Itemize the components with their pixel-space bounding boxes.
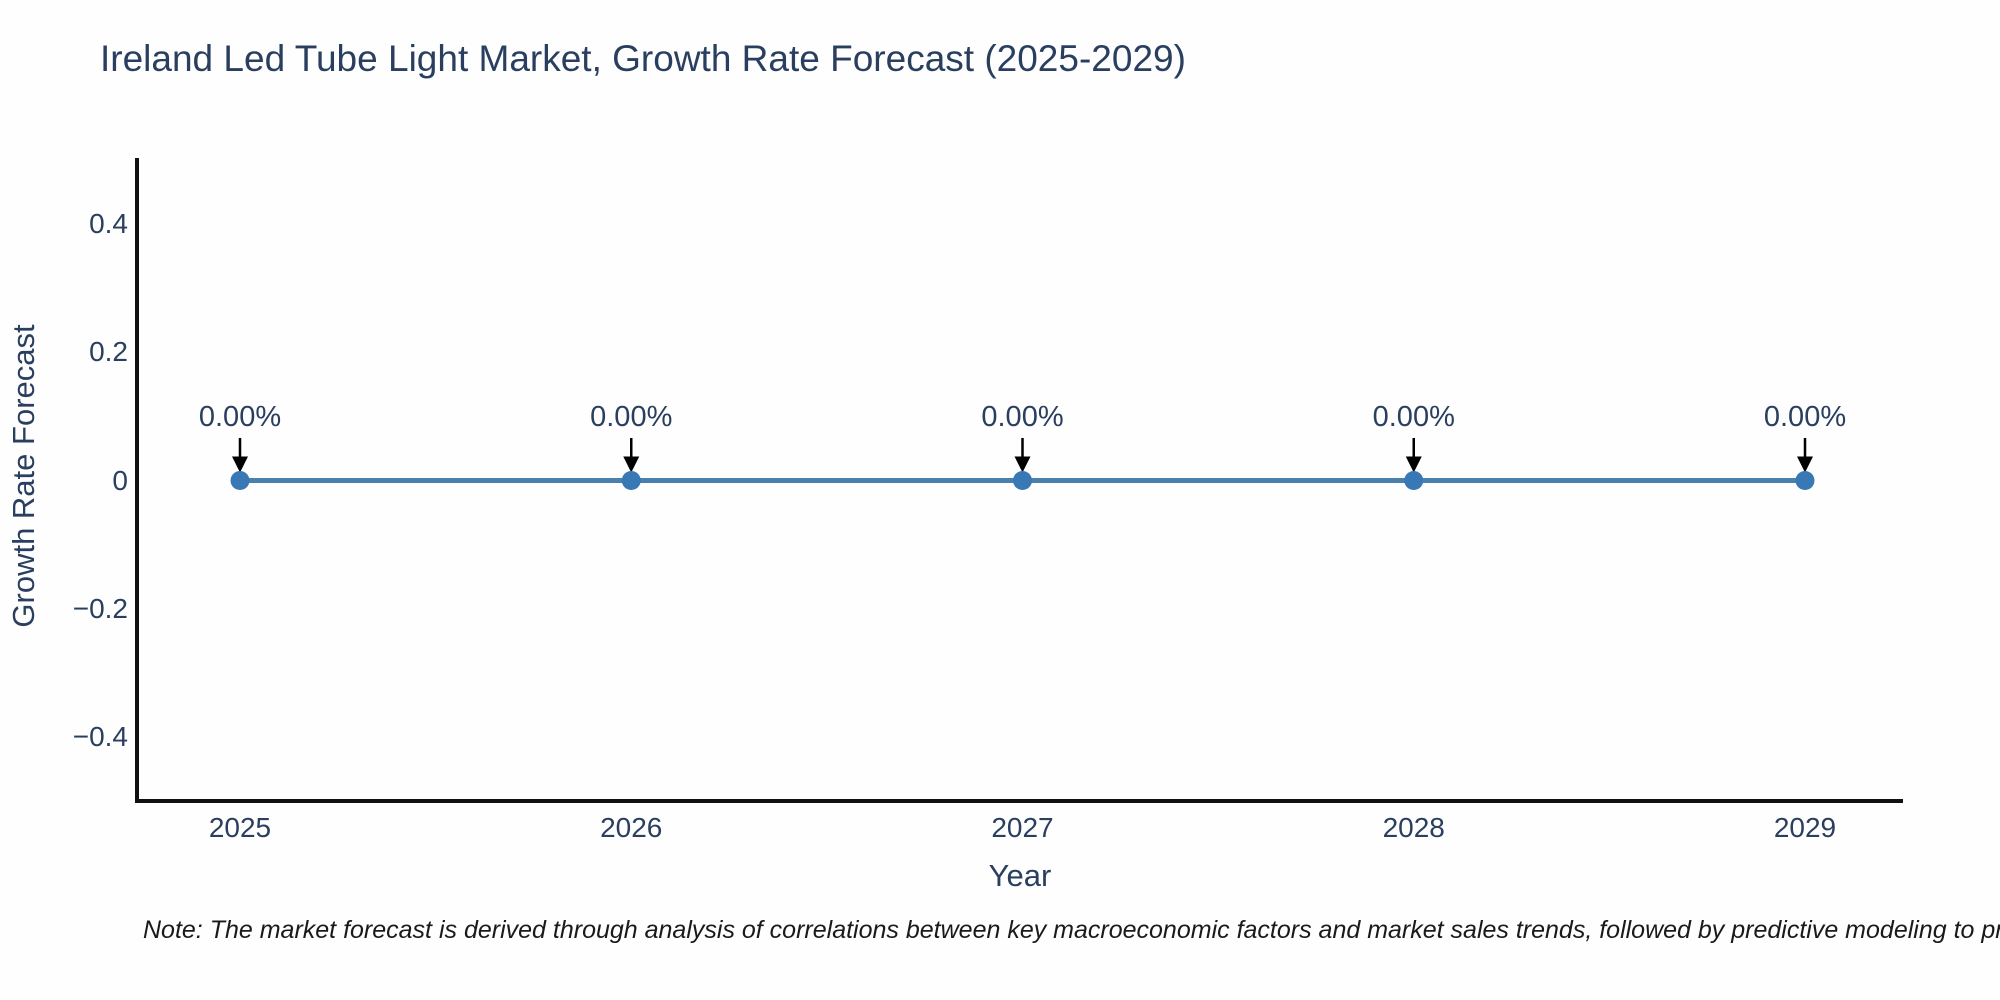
y-tick-label: 0.2 [89,336,128,368]
data-point-marker [621,471,641,490]
point-annotation-label: 0.00% [1372,401,1455,433]
point-annotation-label: 0.00% [981,401,1064,433]
data-point-marker [1013,471,1032,490]
y-tick-label: −0.4 [72,720,128,752]
annotation-arrow-head [1797,456,1813,473]
point-annotation-label: 0.00% [1763,401,1847,433]
point-annotation-label: 0.00% [590,401,673,433]
y-tick-label: 0.4 [89,208,128,240]
y-tick-label: 0 [112,464,128,496]
point-annotation-label: 0.00% [198,401,282,433]
data-point-marker [1404,471,1424,490]
x-tick-label: 2026 [600,812,663,843]
data-point-marker [1795,471,1815,490]
annotation-arrow-head [1014,456,1031,473]
chart-title: Ireland Led Tube Light Market, Growth Ra… [100,38,1186,79]
data-point-marker [230,471,250,490]
x-tick-label: 2029 [1773,812,1837,843]
y-tick-label: −0.2 [72,592,128,624]
x-tick-label: 2028 [1382,812,1445,843]
annotation-arrow-head [623,456,640,473]
x-tick-label: 2027 [991,812,1054,843]
x-axis-title: Year [988,858,1052,893]
footnote: Note: The market forecast is derived thr… [143,916,2000,944]
annotation-arrow-head [1405,456,1422,473]
annotation-arrow-head [232,456,248,473]
x-tick-label: 2025 [208,812,272,843]
